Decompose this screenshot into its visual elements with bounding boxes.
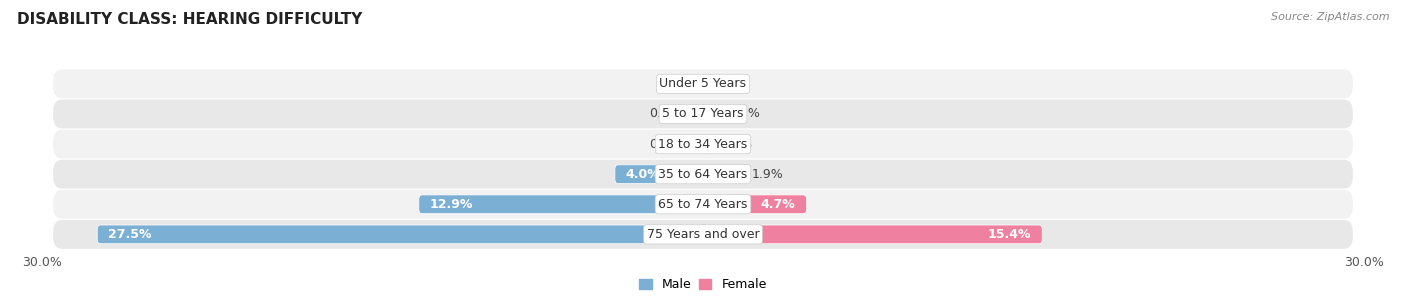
Text: 0.32%: 0.32% bbox=[650, 138, 689, 151]
FancyBboxPatch shape bbox=[703, 165, 745, 184]
FancyBboxPatch shape bbox=[97, 225, 703, 244]
FancyBboxPatch shape bbox=[53, 190, 1353, 219]
Legend: Male, Female: Male, Female bbox=[634, 273, 772, 296]
Text: 0.47%: 0.47% bbox=[720, 107, 759, 121]
Text: 4.7%: 4.7% bbox=[761, 198, 796, 211]
FancyBboxPatch shape bbox=[703, 105, 713, 123]
FancyBboxPatch shape bbox=[53, 130, 1353, 159]
Text: 12.9%: 12.9% bbox=[430, 198, 474, 211]
Text: DISABILITY CLASS: HEARING DIFFICULTY: DISABILITY CLASS: HEARING DIFFICULTY bbox=[17, 12, 363, 27]
Text: 27.5%: 27.5% bbox=[108, 228, 152, 241]
FancyBboxPatch shape bbox=[53, 99, 1353, 129]
Text: 65 to 74 Years: 65 to 74 Years bbox=[658, 198, 748, 211]
Text: 15.4%: 15.4% bbox=[987, 228, 1031, 241]
FancyBboxPatch shape bbox=[703, 195, 807, 214]
FancyBboxPatch shape bbox=[703, 135, 714, 153]
Text: Under 5 Years: Under 5 Years bbox=[659, 77, 747, 90]
FancyBboxPatch shape bbox=[696, 105, 703, 123]
Text: 18 to 34 Years: 18 to 34 Years bbox=[658, 138, 748, 151]
Text: 0.5%: 0.5% bbox=[721, 138, 752, 151]
FancyBboxPatch shape bbox=[696, 135, 703, 153]
Text: 75 Years and over: 75 Years and over bbox=[647, 228, 759, 241]
FancyBboxPatch shape bbox=[614, 165, 703, 184]
Text: 0.33%: 0.33% bbox=[650, 107, 689, 121]
FancyBboxPatch shape bbox=[53, 160, 1353, 188]
FancyBboxPatch shape bbox=[703, 225, 1042, 244]
Text: 35 to 64 Years: 35 to 64 Years bbox=[658, 168, 748, 181]
Text: 0.0%: 0.0% bbox=[665, 77, 696, 90]
Text: 1.9%: 1.9% bbox=[751, 168, 783, 181]
Text: Source: ZipAtlas.com: Source: ZipAtlas.com bbox=[1271, 12, 1389, 22]
FancyBboxPatch shape bbox=[53, 69, 1353, 98]
Text: 0.0%: 0.0% bbox=[710, 77, 741, 90]
FancyBboxPatch shape bbox=[419, 195, 703, 214]
Text: 4.0%: 4.0% bbox=[626, 168, 661, 181]
FancyBboxPatch shape bbox=[53, 220, 1353, 249]
Text: 5 to 17 Years: 5 to 17 Years bbox=[662, 107, 744, 121]
